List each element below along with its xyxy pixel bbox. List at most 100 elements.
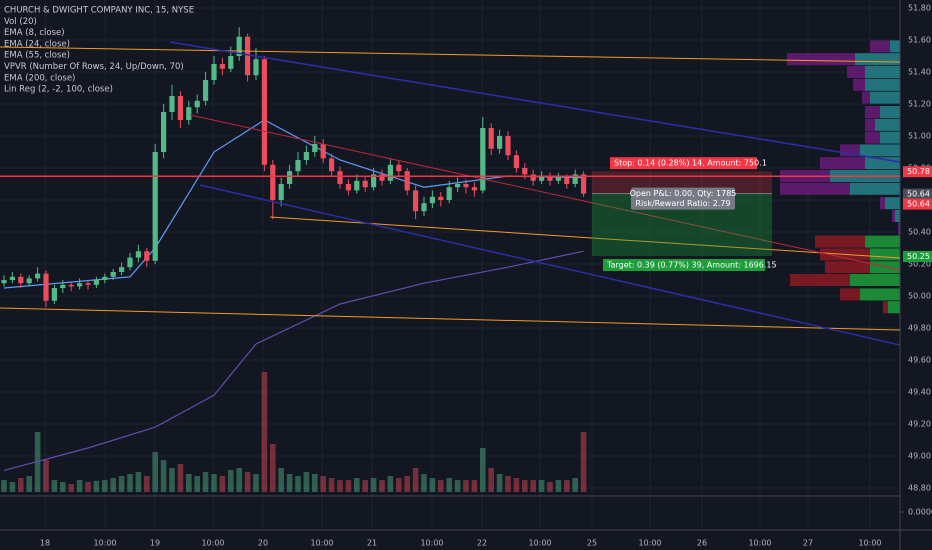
center-label: Risk/Reward Ratio: 2.79: [635, 199, 730, 208]
volume-bar: [51, 480, 58, 492]
candle-body: [152, 152, 158, 261]
x-tick-label: 18: [40, 539, 50, 548]
vpvr-down: [815, 235, 865, 248]
x-tick-label: 26: [697, 539, 707, 548]
volume-bar: [261, 372, 268, 492]
center-label: Open P&L: 0.00, Qty: 1785: [630, 189, 737, 198]
y-tick-label: 49.00: [908, 452, 931, 461]
candle-body: [102, 276, 108, 280]
volume-bar: [169, 468, 175, 492]
vpvr-down: [862, 91, 870, 104]
candle-body: [379, 174, 385, 181]
candle-body: [429, 196, 435, 204]
x-tick-label: 19: [150, 539, 160, 548]
price-label-box: [903, 188, 932, 200]
vpvr-up: [870, 91, 900, 104]
vpvr-up: [860, 288, 900, 301]
volume-bar: [85, 482, 91, 492]
candle-body: [421, 203, 427, 212]
candle-body: [295, 160, 301, 172]
candle-body: [320, 144, 326, 159]
volume-bar: [421, 474, 427, 492]
volume-bar: [26, 476, 32, 492]
price-label-box: [903, 166, 932, 178]
vpvr-up: [870, 248, 900, 261]
y-tick-label: 49.40: [908, 388, 931, 397]
candle-body: [77, 283, 83, 287]
volume-bar: [480, 448, 486, 492]
candle-body: [345, 184, 351, 191]
volume-bar: [505, 476, 511, 492]
vpvr-down: [870, 40, 890, 53]
candle-body: [497, 136, 503, 149]
legend-entry: EMA (8, close): [4, 28, 65, 38]
vpvr-up: [880, 106, 900, 118]
candle-body: [119, 267, 125, 272]
candle-body: [522, 168, 528, 175]
trend-line: [0, 307, 901, 331]
stop-label-box: [610, 157, 757, 170]
x-tick-label: 10:00: [420, 539, 443, 548]
price-label: 50.64: [907, 190, 930, 199]
volume-bar: [446, 478, 452, 492]
candle-body: [203, 80, 209, 101]
price-label: 50.64: [907, 200, 930, 209]
candle-body: [194, 100, 200, 108]
y-tick-label: 49.20: [908, 420, 931, 429]
candle-body: [245, 36, 251, 76]
volume-bar: [454, 480, 461, 492]
volume-bar: [295, 476, 301, 492]
candle-body: [413, 190, 419, 212]
candle-body: [228, 56, 234, 69]
volume-bar: [219, 476, 226, 492]
candle-body: [270, 164, 276, 200]
x-tick-label: 10:00: [858, 539, 881, 548]
candle-body: [396, 164, 402, 172]
candle-body: [555, 177, 561, 181]
y-tick-label: 48.80: [908, 484, 931, 493]
volume-bar: [211, 474, 217, 492]
y-tick-label: 51.20: [908, 100, 931, 109]
candle-body: [539, 176, 545, 181]
trend-line: [0, 46, 901, 63]
vpvr-up: [885, 197, 900, 210]
volume-bar: [303, 472, 310, 492]
regression-line: [199, 184, 901, 346]
volume-bar: [362, 480, 368, 492]
vpvr-up: [865, 66, 900, 78]
volume-bar: [186, 474, 192, 492]
volume-bar: [18, 478, 24, 492]
vpvr-up: [875, 118, 900, 131]
candle-body: [43, 273, 49, 301]
legend-entry: Lin Reg (2, -2, 100, close): [4, 85, 113, 95]
candle-body: [110, 272, 116, 277]
legend-entry: CHURCH & DWIGHT COMPANY INC, 15, NYSE: [4, 6, 194, 16]
legend-entry: EMA (55, close): [4, 51, 70, 61]
regression-line: [189, 114, 901, 271]
x-tick-label: 10:00: [748, 539, 771, 548]
trend-line: [269, 216, 901, 259]
volume-bar: [496, 474, 503, 492]
volume-bar: [513, 478, 520, 492]
y-tick-label: 0.0000: [908, 508, 932, 517]
legend-entry: VPVR (Number Of Rows, 24, Up/Down, 70): [4, 62, 184, 72]
candle-body: [337, 171, 343, 184]
candle-body: [177, 96, 183, 120]
candle-body: [26, 278, 32, 284]
candle-body: [312, 144, 318, 152]
candle-body: [51, 288, 57, 301]
volume-bar: [244, 472, 251, 492]
volume-bar: [463, 480, 469, 492]
x-tick-label: 25: [587, 539, 597, 548]
y-tick-label: 49.80: [908, 324, 931, 333]
volume-bar: [93, 480, 100, 492]
volume-bar: [236, 468, 242, 492]
volume-bar: [144, 476, 150, 492]
vpvr-down: [790, 274, 850, 286]
volume-bar: [286, 474, 293, 492]
volume-bar: [488, 468, 494, 492]
candle-body: [9, 276, 15, 280]
candle-body: [387, 164, 393, 181]
candle-body: [161, 112, 167, 152]
